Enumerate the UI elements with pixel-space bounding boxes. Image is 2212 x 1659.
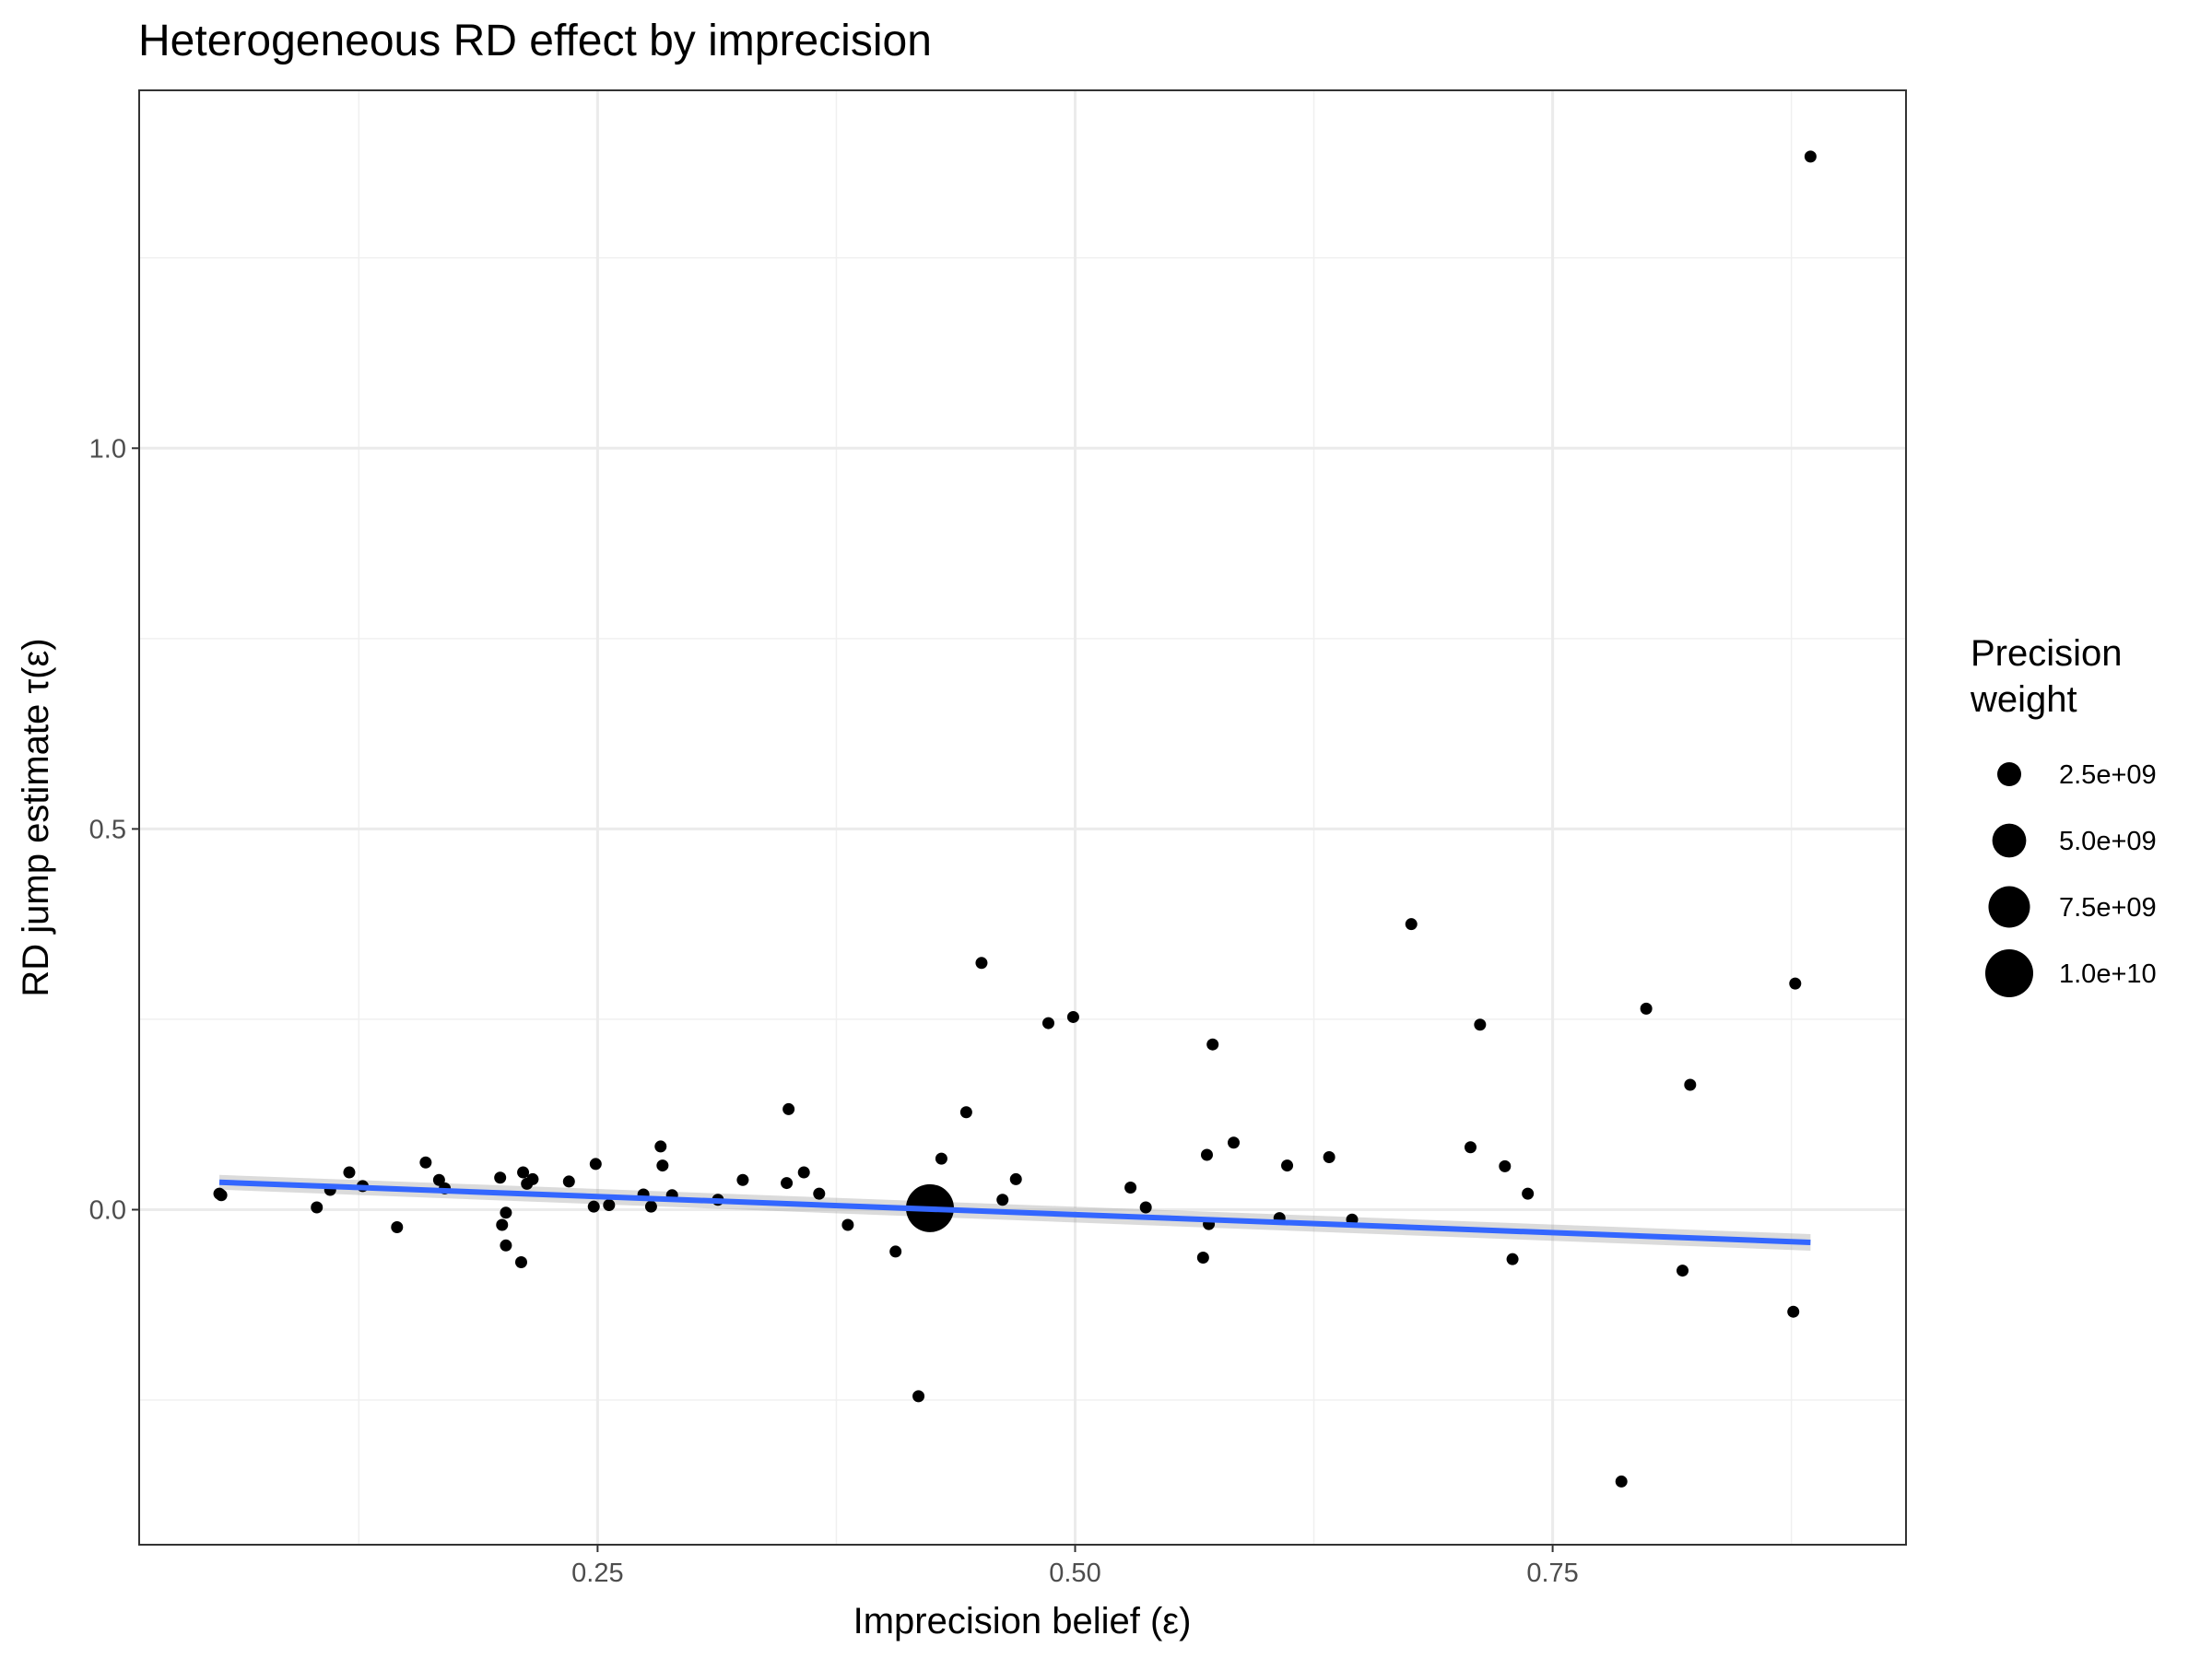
- data-point: [1206, 1038, 1219, 1051]
- data-point: [517, 1166, 530, 1179]
- legend-entry-label: 7.5e+09: [2059, 893, 2157, 923]
- legend-key-circle: [1997, 762, 2021, 786]
- data-point: [589, 1158, 602, 1171]
- data-point: [654, 1140, 667, 1153]
- data-point: [1196, 1252, 1209, 1265]
- data-point: [1124, 1182, 1137, 1194]
- data-point: [1789, 977, 1802, 990]
- data-point: [311, 1201, 324, 1214]
- data-point: [797, 1166, 810, 1179]
- data-point: [1615, 1475, 1628, 1488]
- y-tick-label: 1.0: [89, 434, 126, 464]
- x-tick-label: 0.25: [571, 1559, 623, 1588]
- data-point: [1499, 1159, 1512, 1172]
- data-point: [656, 1159, 669, 1172]
- data-point: [1684, 1078, 1697, 1091]
- y-axis-title: RD jump estimate τ(ε): [16, 638, 56, 996]
- legend-key-circle: [1992, 823, 2027, 858]
- data-point: [736, 1173, 749, 1186]
- data-point: [562, 1175, 575, 1188]
- data-point: [1464, 1141, 1477, 1154]
- data-point: [782, 1102, 795, 1115]
- data-point: [644, 1200, 657, 1213]
- plot-border: [138, 89, 1907, 1546]
- data-point: [996, 1194, 1009, 1206]
- data-point: [912, 1390, 925, 1403]
- x-axis-ticks: 0.25 0.50 0.75: [571, 1545, 1579, 1588]
- data-point: [1228, 1136, 1241, 1149]
- legend-entry-label: 1.0e+10: [2059, 959, 2157, 989]
- data-point: [1640, 1002, 1653, 1015]
- grid-lines: [139, 90, 1906, 1545]
- x-axis-title: Imprecision belief (ε): [853, 1601, 1192, 1641]
- data-point: [959, 1106, 972, 1119]
- data-point: [1804, 150, 1817, 163]
- data-point: [781, 1177, 794, 1190]
- data-point: [935, 1152, 947, 1165]
- data-point: [1677, 1265, 1689, 1277]
- data-point: [1009, 1172, 1022, 1185]
- data-point: [1139, 1201, 1152, 1214]
- data-point: [1474, 1018, 1487, 1031]
- legend-title-line-1: Precision: [1971, 633, 2123, 674]
- data-point: [391, 1220, 404, 1233]
- data-point: [1041, 1017, 1054, 1030]
- data-point: [514, 1255, 527, 1268]
- data-point: [500, 1239, 512, 1252]
- y-axis-ticks: 0.0 0.5 1.0: [89, 434, 139, 1225]
- data-point: [1522, 1187, 1535, 1200]
- chart-title: Heterogeneous RD effect by imprecision: [138, 17, 932, 65]
- legend-key-circle: [1985, 949, 2033, 997]
- plot-panel: [139, 90, 1906, 1545]
- data-point: [1200, 1148, 1213, 1161]
- legend-title-line-2: weight: [1970, 679, 2077, 720]
- data-point: [813, 1187, 826, 1200]
- data-point: [500, 1206, 512, 1219]
- data-point: [526, 1172, 539, 1185]
- y-tick-label: 0.0: [89, 1195, 126, 1225]
- data-point: [587, 1200, 600, 1213]
- data-point: [1405, 918, 1418, 931]
- data-point: [841, 1218, 854, 1231]
- data-point: [494, 1171, 507, 1184]
- legend-entry-label: 5.0e+09: [2059, 827, 2157, 856]
- legend: Precision weight 2.5e+09 5.0e+09 7.5e+09 1.…: [1970, 633, 2157, 997]
- data-point: [432, 1173, 445, 1186]
- x-tick-label: 0.50: [1049, 1559, 1100, 1588]
- fit-line-group: [218, 1179, 1811, 1246]
- data-point: [215, 1189, 228, 1202]
- data-point: [1066, 1010, 1079, 1023]
- data-point: [1281, 1159, 1294, 1172]
- data-point: [1323, 1150, 1335, 1163]
- x-tick-label: 0.75: [1526, 1559, 1578, 1588]
- data-point: [496, 1218, 509, 1231]
- data-point: [1787, 1305, 1800, 1318]
- data-point: [1506, 1253, 1519, 1265]
- data-point: [889, 1245, 902, 1258]
- data-point: [343, 1166, 356, 1179]
- legend-entry-label: 2.5e+09: [2059, 760, 2157, 790]
- data-point: [975, 957, 988, 970]
- data-point: [419, 1156, 432, 1169]
- legend-key-circle: [1988, 886, 2030, 928]
- fit-line: [218, 1179, 1811, 1246]
- data-point: [603, 1199, 616, 1212]
- y-tick-label: 0.5: [89, 815, 126, 844]
